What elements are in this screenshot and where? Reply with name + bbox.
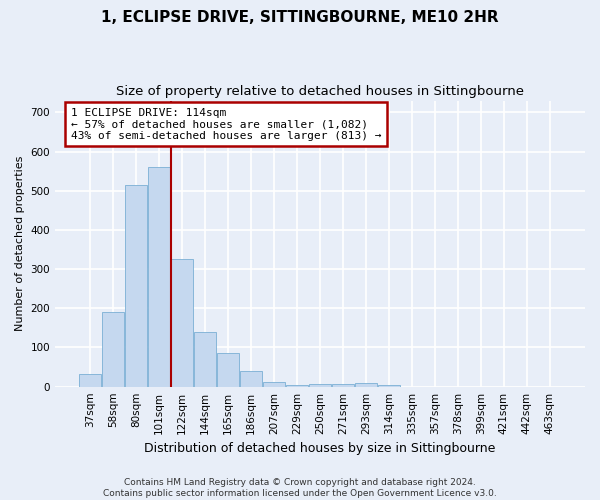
- Bar: [171, 260, 193, 386]
- Text: 1, ECLIPSE DRIVE, SITTINGBOURNE, ME10 2HR: 1, ECLIPSE DRIVE, SITTINGBOURNE, ME10 2H…: [101, 10, 499, 25]
- Bar: [263, 382, 285, 386]
- Bar: [355, 383, 377, 386]
- Bar: [286, 384, 308, 386]
- Bar: [217, 352, 239, 386]
- Text: Contains HM Land Registry data © Crown copyright and database right 2024.
Contai: Contains HM Land Registry data © Crown c…: [103, 478, 497, 498]
- Bar: [125, 185, 148, 386]
- Title: Size of property relative to detached houses in Sittingbourne: Size of property relative to detached ho…: [116, 85, 524, 98]
- Bar: [194, 332, 216, 386]
- Bar: [102, 312, 124, 386]
- X-axis label: Distribution of detached houses by size in Sittingbourne: Distribution of detached houses by size …: [145, 442, 496, 455]
- Text: 1 ECLIPSE DRIVE: 114sqm
← 57% of detached houses are smaller (1,082)
43% of semi: 1 ECLIPSE DRIVE: 114sqm ← 57% of detache…: [71, 108, 382, 141]
- Y-axis label: Number of detached properties: Number of detached properties: [15, 156, 25, 332]
- Bar: [309, 384, 331, 386]
- Bar: [148, 167, 170, 386]
- Bar: [240, 371, 262, 386]
- Bar: [332, 384, 354, 386]
- Bar: [79, 374, 101, 386]
- Bar: [378, 384, 400, 386]
